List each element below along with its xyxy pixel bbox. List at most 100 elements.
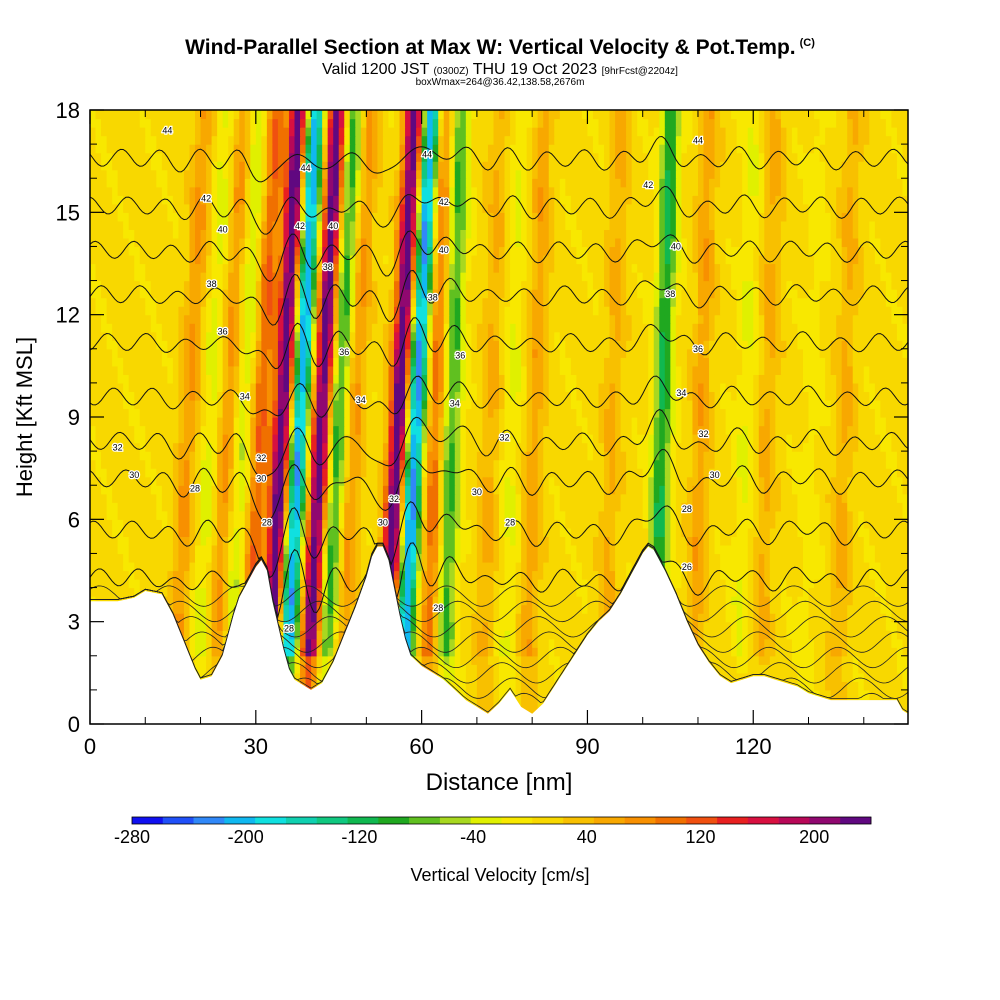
colorbar-tick-label: -120 [341,827,377,847]
isentrope-label: 42 [295,221,305,231]
colorbar-swatch [347,817,379,824]
colorbar: -280 -200 -120 -40 40 120 200 [114,816,872,847]
colorbar-swatch [532,817,564,824]
colorbar-swatch [132,817,164,824]
colorbar-swatch [285,817,318,824]
isentrope-label: 32 [698,429,708,439]
isentrope-low [90,544,908,653]
isentrope-label: 44 [693,136,703,146]
y-tick-label: 18 [56,98,80,123]
isentrope-low [90,544,908,607]
isentrope-label: 30 [378,518,388,528]
colorbar-swatch [778,817,810,824]
isentrope-label: 38 [323,262,333,272]
colorbar-tick-label: 120 [685,827,715,847]
colorbar-tick-label: 200 [799,827,829,847]
colorbar-swatch [747,817,779,824]
isentrope-label: 28 [262,518,272,528]
y-tick-label: 12 [56,303,80,328]
isentrope-label: 28 [682,504,692,514]
y-tick-label: 9 [68,405,80,430]
isentrope-label: 30 [129,470,139,480]
colorbar-swatch [316,817,348,824]
isentrope-label: 34 [240,392,250,402]
isentrope-label: 44 [301,163,311,173]
valid-utc: (0300Z) [433,66,469,77]
forecast-info: [9hrFcst@2204z] [601,66,678,77]
isentrope-label: 40 [439,245,449,255]
colorbar-swatch [840,817,872,824]
valid-time-line: Valid 1200 JST (0300Z) THU 19 Oct 2023 [… [0,61,1000,79]
isentrope-label: 30 [710,470,720,480]
y-tick-label: 3 [68,610,80,635]
isentrope-label: 26 [682,562,692,572]
isentrope-label: 32 [256,453,266,463]
isentrope-low [90,544,908,623]
colorbar-swatch [593,817,625,824]
colorbar-swatch [255,817,287,824]
colorbar-tick-label: -280 [114,827,150,847]
isentrope-label: 32 [499,433,509,443]
isentrope-label: 36 [218,327,228,337]
isentrope-label: 42 [643,180,653,190]
isentrope-label: 40 [218,224,228,234]
y-axis-label: Height [Kft MSL] [12,337,37,497]
colorbar-swatch [224,817,256,824]
chart-title: Wind-Parallel Section at Max W: Vertical… [0,36,1000,60]
isentrope-32 [90,408,908,478]
colorbar-swatch [501,817,533,824]
terrain-mask [90,546,908,724]
isentrope-30 [90,448,908,523]
isentrope-36 [90,317,908,370]
isentrope-low [90,544,908,638]
colorbar-label: Vertical Velocity [cm/s] [410,865,589,885]
isentrope-26 [90,542,908,619]
x-tick-label: 90 [575,734,599,759]
isentrope-label: 38 [207,279,217,289]
isentrope-label: 34 [356,395,366,405]
isentrope-label: 40 [671,241,681,251]
velocity-field [90,110,908,724]
isentrope-label: 28 [505,518,515,528]
isentrope-lines [90,135,908,713]
colorbar-swatch [717,817,749,824]
isentrope-label: 44 [422,149,432,159]
isentrope-label: 40 [328,221,338,231]
colorbar-swatch [470,817,502,824]
isentrope-42 [90,185,908,235]
colorbar-swatch [809,817,841,824]
isentrope-label: 44 [162,126,172,136]
isentrope-28 [90,501,908,579]
isentrope-label: 36 [455,351,465,361]
x-axis-label: Distance [nm] [426,769,573,796]
isentrope-label: 28 [284,624,294,634]
isentrope-label: 38 [428,293,438,303]
isentrope-34 [90,375,908,418]
isentrope-38 [90,269,908,326]
isentrope-label: 30 [256,473,266,483]
y-tick-label: 15 [56,200,80,225]
x-tick-label: 120 [735,734,772,759]
boxwmax-line: boxWmax=264@36.42,138.58,2676m [415,77,585,88]
colorbar-swatch [378,817,410,824]
isentrope-label: 36 [693,344,703,354]
isentrope-label: 34 [676,388,686,398]
copyright-mark: (C) [799,37,815,49]
colorbar-swatch [162,817,194,824]
isentrope-label: 32 [389,494,399,504]
valid-date: THU 19 Oct 2023 [472,61,598,78]
isentrope-label: 28 [190,484,200,494]
isentrope-label: 30 [472,487,482,497]
y-tick-label: 0 [68,712,80,737]
colorbar-tick-label: -200 [228,827,264,847]
colorbar-frame [131,816,872,825]
colorbar-swatch [563,817,595,824]
isentrope-40 [90,230,908,282]
valid-prefix: Valid 1200 JST [322,61,430,78]
isentrope-labels: 44 42 40 38 36 34 32 30 28 32 30 28 28 44 42 40 38 36 34 30… [111,124,721,635]
colorbar-swatch [193,817,225,824]
isentrope-label: 42 [439,197,449,207]
title-main: Wind-Parallel Section at Max W: Vertical… [185,36,796,59]
isentrope-44 [90,135,908,183]
